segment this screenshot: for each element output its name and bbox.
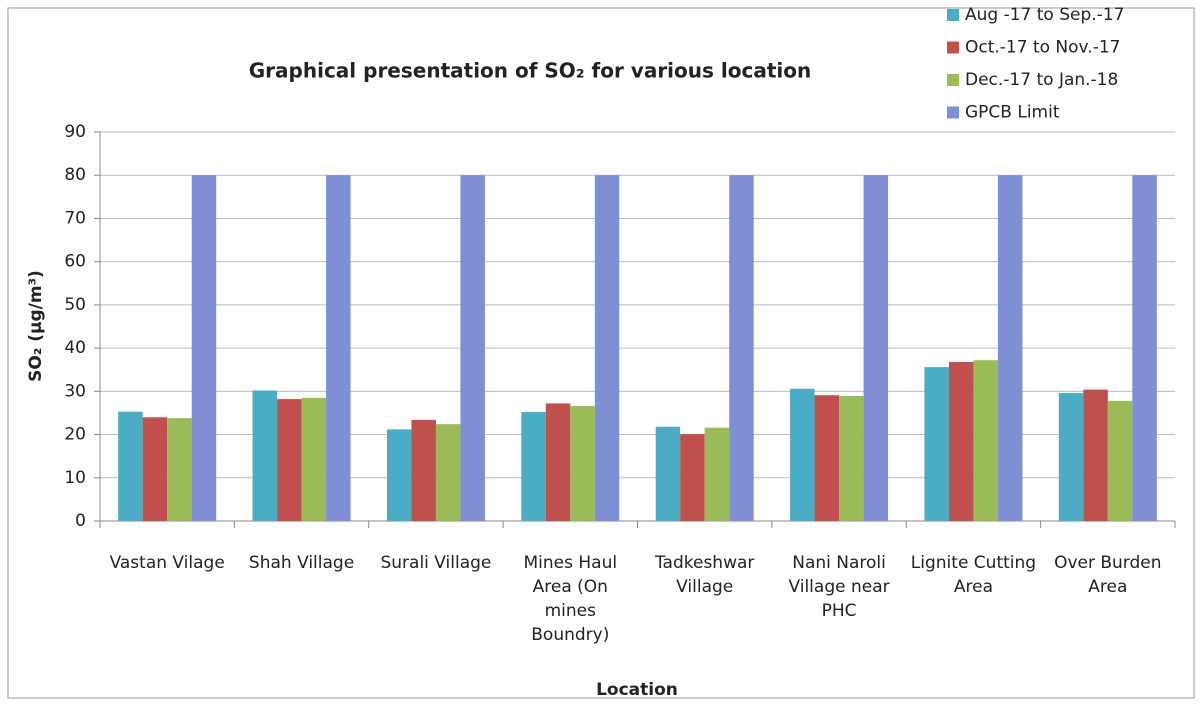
bar <box>301 397 327 521</box>
y-tick-label: 0 <box>75 511 86 531</box>
y-axis-label: SO₂ (µg/m³) <box>26 270 46 382</box>
bar <box>1083 389 1108 521</box>
y-tick-label: 20 <box>64 425 86 445</box>
x-tick-label: Shah Village <box>248 553 355 573</box>
bar <box>680 434 705 521</box>
bar <box>704 427 730 521</box>
x-tick-label: Over Burden Area <box>1054 553 1162 597</box>
bar <box>1107 400 1133 521</box>
legend-label: Dec.-17 to Jan.-18 <box>965 70 1118 90</box>
x-tick-label: Lignite Cutting Area <box>910 553 1037 597</box>
bar <box>924 367 949 521</box>
legend-swatch <box>947 74 959 86</box>
y-tick-label: 30 <box>64 381 86 401</box>
bar <box>277 399 302 521</box>
bar <box>997 175 1023 521</box>
bar <box>863 175 889 521</box>
bar <box>1058 393 1084 521</box>
bar <box>729 175 754 521</box>
bar <box>118 411 143 521</box>
bar <box>460 175 485 521</box>
y-tick-label: 60 <box>64 252 86 272</box>
x-tick-label: Vastan Vilage <box>109 553 225 573</box>
legend-label: GPCB Limit <box>965 103 1060 123</box>
y-tick-label: 80 <box>64 165 86 185</box>
chart-border <box>7 7 1195 699</box>
bar <box>142 417 168 521</box>
bar <box>790 388 815 521</box>
bar <box>326 175 351 521</box>
bar <box>252 390 278 521</box>
bar <box>191 175 217 521</box>
y-tick-label: 50 <box>64 295 86 315</box>
bar <box>594 175 620 521</box>
x-tick-label: Mines Haul Area (On mines Boundry) <box>523 553 618 645</box>
bar <box>814 395 840 521</box>
bar <box>839 396 864 521</box>
bar <box>435 424 461 521</box>
y-tick-label: 90 <box>64 122 86 142</box>
bar <box>1132 175 1157 521</box>
legend-swatch <box>947 106 959 119</box>
x-axis-label: Location <box>596 680 678 700</box>
legend-label: Oct.-17 to Nov.-17 <box>965 38 1120 58</box>
legend-swatch <box>947 9 959 21</box>
bar <box>411 419 436 521</box>
bar <box>655 426 681 521</box>
bar <box>948 361 974 521</box>
x-tick-label: Surali Village <box>380 553 492 573</box>
y-tick-label: 10 <box>64 468 86 488</box>
bar <box>545 403 571 521</box>
bar <box>973 360 998 521</box>
bar <box>386 429 412 521</box>
x-tick-label: Tadkeshwar Village <box>654 553 755 597</box>
y-tick-label: 40 <box>64 338 86 358</box>
legend-swatch <box>947 41 959 54</box>
x-tick-label: Nani Naroli Village near PHC <box>788 553 890 621</box>
y-tick-label: 70 <box>64 208 86 228</box>
bar <box>570 406 595 521</box>
chart-title: Graphical presentation of SO₂ for variou… <box>249 59 811 83</box>
bar <box>521 412 546 521</box>
legend-label: Aug -17 to Sep.-17 <box>965 5 1124 25</box>
bar <box>167 418 192 521</box>
